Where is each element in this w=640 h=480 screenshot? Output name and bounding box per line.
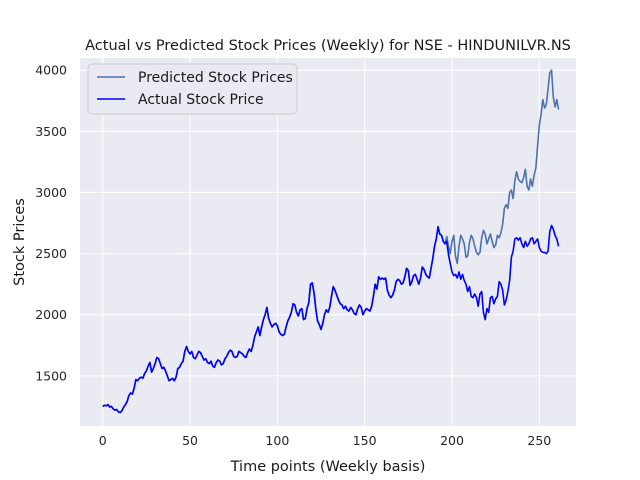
chart-title: Actual vs Predicted Stock Prices (Weekly… xyxy=(85,38,571,54)
x-tick-label: 50 xyxy=(182,433,198,448)
legend-label-actual: Actual Stock Price xyxy=(138,92,264,108)
x-axis-ticks: 0 50 100 150 200 250 xyxy=(99,433,552,448)
x-tick-label: 250 xyxy=(527,433,551,448)
y-axis-label: Stock Prices xyxy=(12,198,28,286)
y-tick-label: 3000 xyxy=(35,185,67,200)
x-axis-label: Time points (Weekly basis) xyxy=(230,459,426,475)
y-tick-label: 1500 xyxy=(35,368,67,383)
y-axis-ticks: 1500 2000 2500 3000 3500 4000 xyxy=(35,63,67,384)
y-tick-label: 2500 xyxy=(35,246,67,261)
grid-lines xyxy=(80,58,576,426)
series-lines xyxy=(102,69,560,414)
x-tick-label: 100 xyxy=(265,433,289,448)
y-tick-label: 3500 xyxy=(35,124,67,139)
x-tick-label: 150 xyxy=(353,433,377,448)
actual-price-line xyxy=(102,224,560,414)
x-tick-label: 200 xyxy=(440,433,464,448)
plot-background xyxy=(80,58,576,426)
x-tick-label: 0 xyxy=(99,433,107,448)
legend-label-predicted: Predicted Stock Prices xyxy=(138,70,293,86)
y-tick-label: 4000 xyxy=(35,63,67,78)
legend-box xyxy=(87,63,298,115)
y-tick-label: 2000 xyxy=(35,307,67,322)
legend: Predicted Stock Prices Actual Stock Pric… xyxy=(87,63,298,115)
